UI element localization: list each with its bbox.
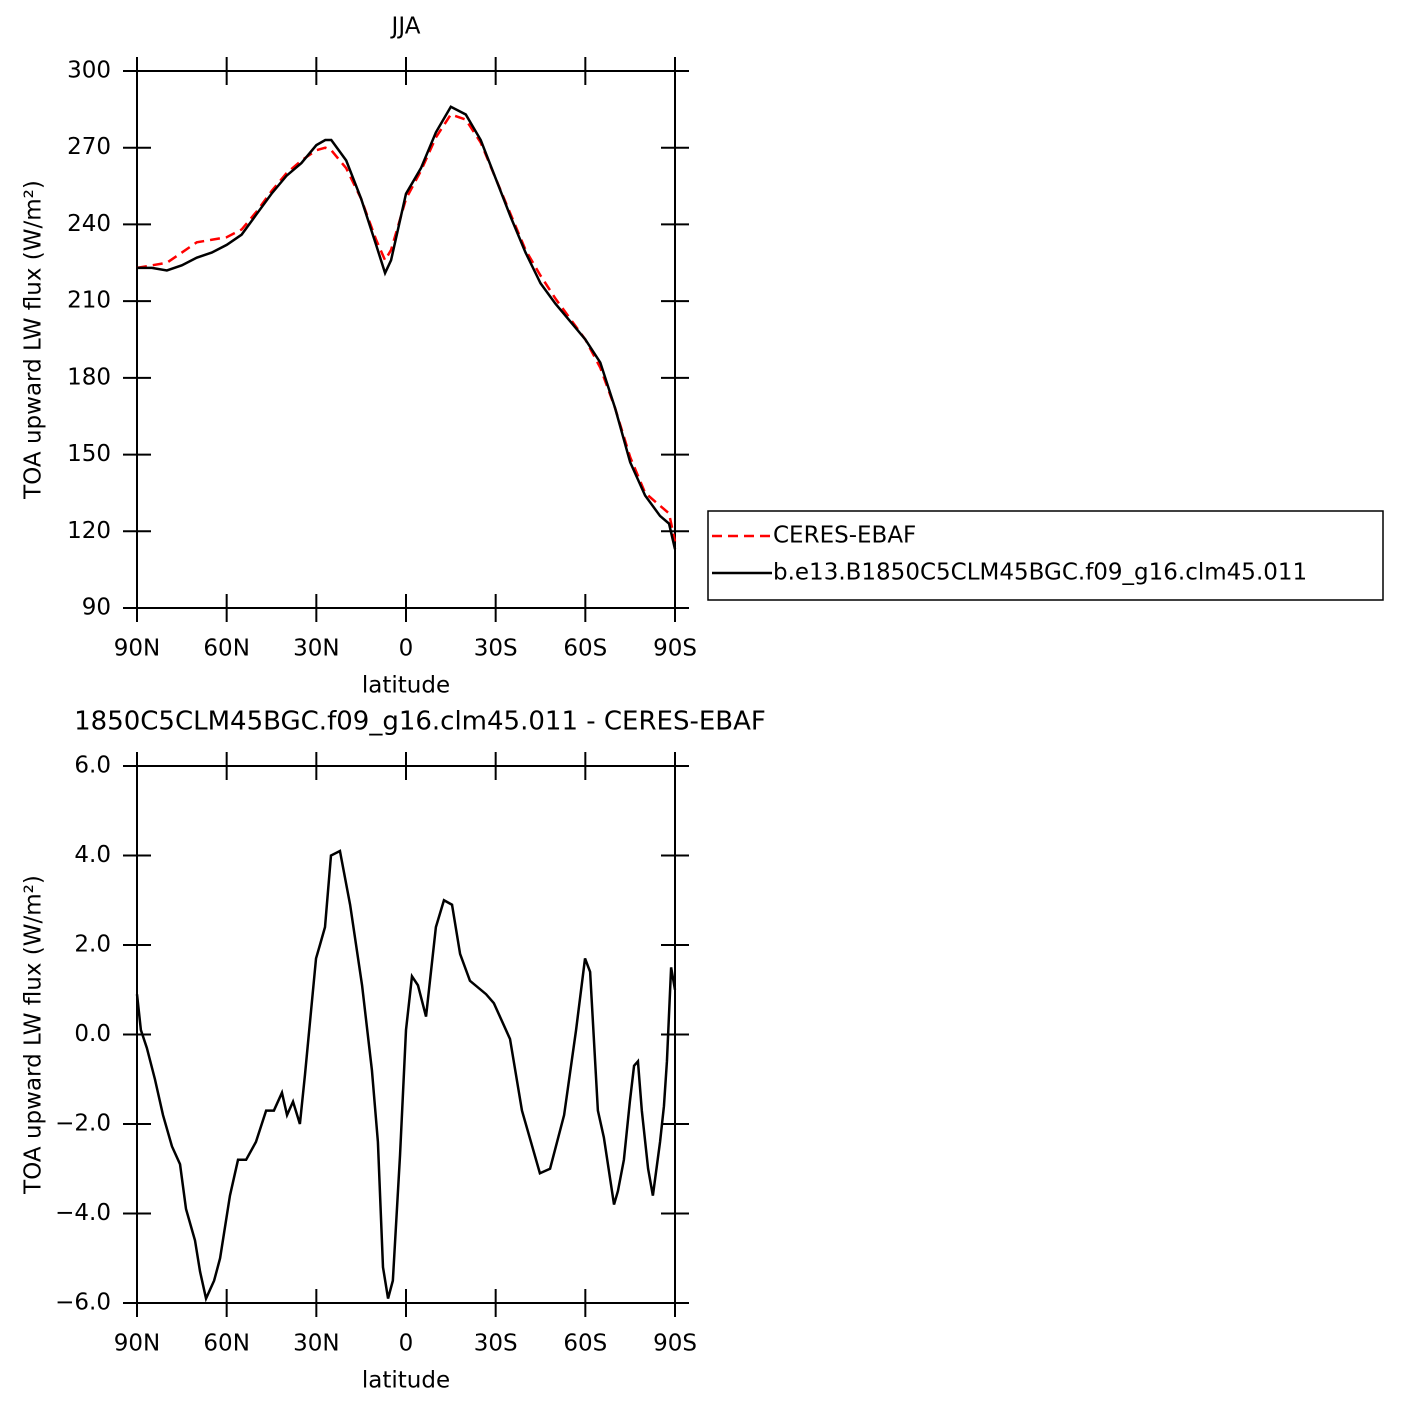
- legend-label: b.e13.B1850C5CLM45BGC.f09_g16.clm45.011: [773, 560, 1307, 586]
- x-axis-label: latitude: [362, 673, 450, 699]
- y-tick-label: 0.0: [74, 1021, 111, 1047]
- x-tick-label: 90N: [114, 636, 160, 662]
- x-tick-label: 60N: [203, 636, 249, 662]
- x-tick-label: 0: [399, 636, 414, 662]
- y-tick-label: 180: [67, 364, 111, 390]
- plot-frame: [136, 765, 676, 1304]
- x-tick-label: 30N: [293, 636, 339, 662]
- y-tick-label: −4.0: [55, 1200, 111, 1226]
- x-tick-label: 90S: [653, 636, 697, 662]
- y-axis-label: TOA upward LW flux (W/m²): [21, 875, 47, 1195]
- y-tick-label: 6.0: [74, 753, 111, 779]
- y-axis-label: TOA upward LW flux (W/m²): [21, 180, 47, 500]
- y-tick-label: 270: [67, 134, 111, 160]
- x-tick-label: 60S: [563, 1331, 607, 1357]
- y-tick-label: 2.0: [74, 932, 111, 958]
- x-tick-label: 60N: [203, 1331, 249, 1357]
- x-tick-label: 0: [399, 1331, 414, 1357]
- x-tick-label: 30S: [474, 636, 518, 662]
- plot-frame: [136, 70, 676, 609]
- x-tick-label: 90N: [114, 1331, 160, 1357]
- x-tick-label: 30N: [293, 1331, 339, 1357]
- y-tick-label: 210: [67, 288, 111, 314]
- x-axis-label: latitude: [362, 1368, 450, 1394]
- y-tick-label: −6.0: [55, 1290, 111, 1316]
- y-tick-label: 4.0: [74, 842, 111, 868]
- y-tick-label: 90: [82, 595, 111, 621]
- y-tick-label: 120: [67, 518, 111, 544]
- data-line: [136, 112, 677, 542]
- chart-title: JJA: [390, 14, 421, 40]
- y-tick-label: 240: [67, 211, 111, 237]
- y-tick-label: −2.0: [55, 1111, 111, 1137]
- legend-box: [707, 510, 1384, 601]
- x-tick-label: 90S: [653, 1331, 697, 1357]
- x-tick-label: 30S: [474, 1331, 518, 1357]
- y-tick-label: 300: [67, 58, 111, 84]
- data-line: [137, 105, 677, 550]
- x-tick-label: 60S: [563, 636, 607, 662]
- data-line: [135, 849, 677, 1303]
- y-tick-label: 150: [67, 441, 111, 467]
- chart-title: 1850C5CLM45BGC.f09_g16.clm45.011 - CERES…: [74, 707, 766, 737]
- legend-label: CERES-EBAF: [773, 523, 916, 549]
